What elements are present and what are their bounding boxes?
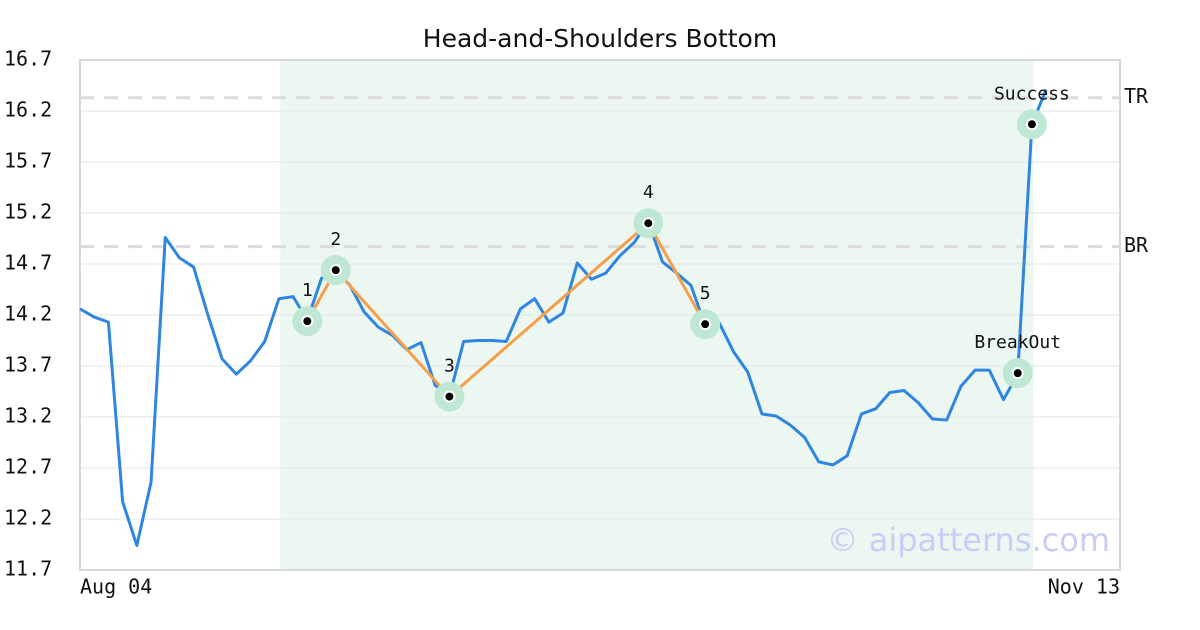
point-label: 4 — [643, 182, 654, 203]
y-tick-label: 14.7 — [4, 251, 52, 275]
chart-title: Head-and-Shoulders Bottom — [423, 24, 777, 53]
price-line — [79, 89, 1048, 548]
y-tick-label: 15.2 — [4, 200, 52, 224]
y-tick-label: 16.2 — [4, 98, 52, 122]
point-marker — [1025, 118, 1038, 131]
y-tick-label: 12.7 — [4, 455, 52, 479]
y-tick-label: 13.2 — [4, 404, 52, 428]
point-marker — [642, 217, 655, 230]
x-tick-label: Aug 04 — [80, 575, 152, 599]
point-label: Success — [994, 83, 1070, 104]
plot-frame — [79, 59, 1121, 571]
point-label: 2 — [330, 229, 341, 250]
point-marker — [699, 318, 712, 331]
point-marker — [329, 264, 342, 277]
point-marker — [301, 315, 314, 328]
x-tick-label: Nov 13 — [1048, 575, 1120, 599]
y-tick-label: 16.7 — [4, 47, 52, 71]
level-label: TR — [1124, 84, 1149, 108]
point-marker — [443, 390, 456, 403]
point-label: 1 — [302, 280, 313, 301]
point-label: BreakOut — [974, 332, 1061, 353]
y-tick-label: 14.2 — [4, 302, 52, 326]
point-label: 3 — [444, 356, 455, 377]
point-label: 5 — [700, 283, 711, 304]
y-tick-label: 15.7 — [4, 149, 52, 173]
point-marker — [1011, 367, 1024, 380]
y-tick-label: 12.2 — [4, 506, 52, 530]
watermark: © aipatterns.com — [827, 521, 1110, 559]
level-label: BR — [1124, 233, 1149, 257]
y-tick-label: 13.7 — [4, 353, 52, 377]
y-tick-label: 11.7 — [4, 557, 52, 581]
